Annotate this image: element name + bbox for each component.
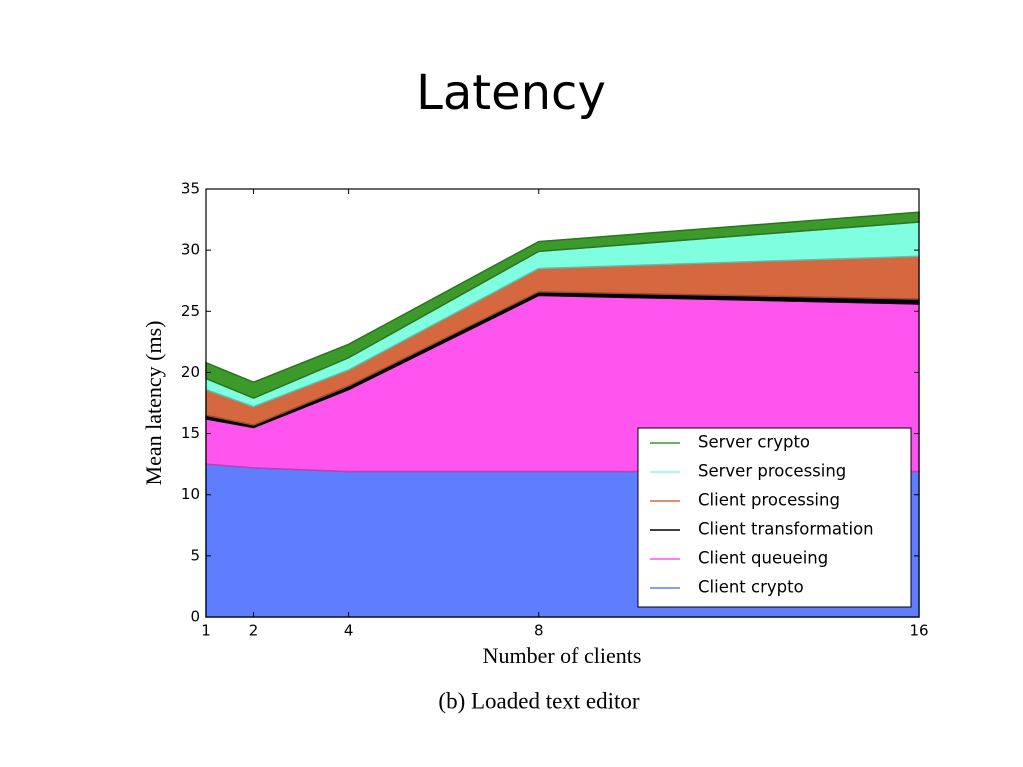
y-tick-label: 5 [190,546,200,564]
y-tick-label: 15 [181,424,200,442]
legend-label: Client queueing [698,549,828,568]
x-tick-label: 8 [534,622,544,640]
y-tick-label: 30 [181,241,200,259]
y-tick-label: 20 [181,363,200,381]
legend-label: Client processing [698,491,840,510]
y-tick-label: 10 [181,485,200,503]
chart-title: Latency [416,65,606,121]
legend-box [637,427,912,608]
legend: Server crypto Server processing Client pro… [637,427,912,608]
chart-subtitle: (b) Loaded text editor [438,688,640,713]
y-tick-label: 25 [181,302,200,320]
x-tick-label: 2 [249,622,259,640]
y-tick-label: 0 [190,608,200,626]
legend-label: Server crypto [698,433,810,452]
x-tick-label: 1 [201,622,211,640]
legend-label: Client transformation [698,520,874,539]
legend-label: Client crypto [698,578,804,597]
y-tick-label: 35 [181,180,200,198]
legend-label: Server processing [698,462,846,481]
y-axis-label: Mean latency (ms) [141,321,166,486]
x-axis-label: Number of clients [483,643,642,668]
x-tick-label: 16 [909,622,928,640]
plot-frame [205,188,920,618]
x-tick-label: 4 [344,622,354,640]
